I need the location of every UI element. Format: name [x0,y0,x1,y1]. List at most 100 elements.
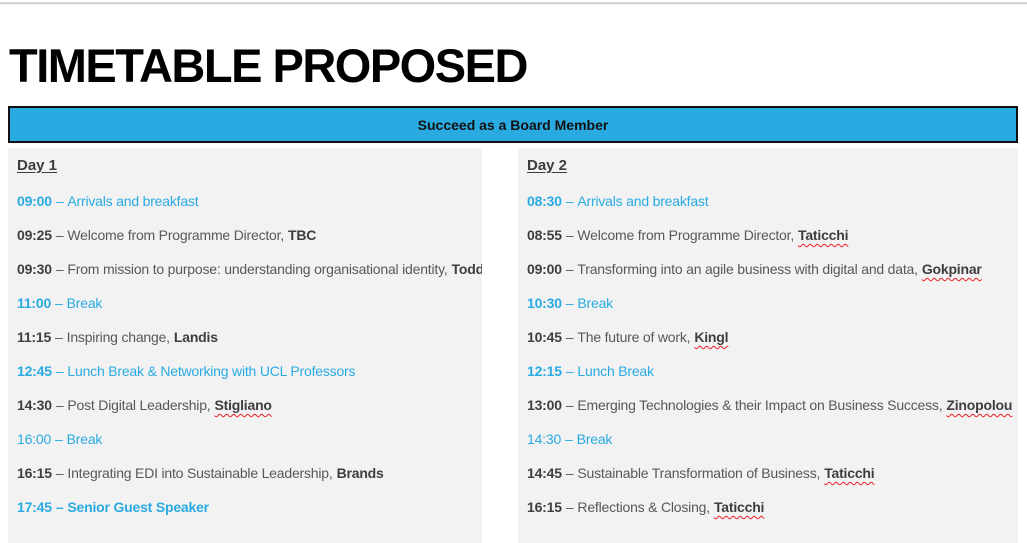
row-description: Arrivals and breakfast [577,193,709,209]
row-description: Arrivals and breakfast [67,193,199,209]
schedule-row: 14:45– Sustainable Transformation of Busi… [527,466,1008,481]
row-time: 13:00 [527,397,562,413]
row-separator: – [55,295,63,311]
schedule-row: 08:30– Arrivals and breakfast [527,194,1008,209]
row-speaker-name: Stigliano [214,397,272,413]
row-speaker-name: Gokpinar [921,261,982,277]
row-separator: – [565,227,574,243]
row-time: 09:00 [527,261,562,277]
row-time: 10:45 [527,329,562,345]
row-separator: – [55,397,64,413]
schedule-row: 11:15– Inspiring change, Landis [17,330,472,345]
row-time: 14:45 [527,465,562,481]
row-separator: – [55,363,64,379]
row-time: 08:55 [527,227,562,243]
row-separator: – [565,261,574,277]
row-separator: – [55,329,63,345]
row-description: From mission to purpose: understanding o… [67,261,448,277]
day-column-1: Day 1 09:00– Arrivals and breakfast 09:25… [8,148,482,543]
row-time: 10:30 [527,295,562,311]
row-time: 12:45 [17,363,52,379]
row-time: 14:30 [17,397,52,413]
row-separator: – [565,465,574,481]
row-description: Integrating EDI into Sustainable Leaders… [67,465,333,481]
row-time: 09:25 [17,227,52,243]
schedule-row: 12:15– Lunch Break [527,364,1008,379]
row-description: Emerging Technologies & their Impact on … [577,397,943,413]
row-description: Welcome from Programme Director, [577,227,795,243]
row-description: The future of work, [577,329,691,345]
row-description: Senior Guest Speaker [67,499,209,515]
row-separator: – [565,363,574,379]
schedule-list: 09:00– Arrivals and breakfast 09:25– Welco… [17,194,482,515]
schedule-row: 14:30– Break [527,432,1008,447]
row-time: 16:15 [17,465,52,481]
row-description: Transforming into an agile business with… [577,261,918,277]
row-separator: – [565,329,574,345]
row-time: 09:30 [17,261,52,277]
schedule-row: 08:55– Welcome from Programme Director, Ta… [527,228,1008,243]
row-separator: – [55,465,64,481]
row-separator: – [55,431,63,447]
row-speaker-name: TBC [288,227,317,243]
schedule-row: 12:45– Lunch Break & Networking with UCL … [17,364,472,379]
top-divider [0,2,1027,5]
day-column-2: Day 2 08:30– Arrivals and breakfast 08:55… [518,148,1018,543]
row-time: 11:00 [17,295,52,311]
row-speaker-name: Taticchi [798,227,849,243]
row-description: Lunch Break [577,363,654,379]
row-time: 11:15 [17,329,52,345]
row-speaker-name: Zinopolou [946,397,1013,413]
row-description: Post Digital Leadership, [67,397,211,413]
row-speaker-name: Taticchi [824,465,875,481]
schedule-row: 16:00– Break [17,432,472,447]
schedule-row: 13:00– Emerging Technologies & their Impa… [527,397,1012,413]
row-separator: – [55,227,64,243]
row-time: 08:30 [527,193,562,209]
schedule-row: 10:45– The future of work, Kingl [527,330,1008,345]
timetable-columns: Day 1 09:00– Arrivals and breakfast 09:25… [8,148,1018,543]
row-description: Break [577,295,613,311]
row-separator: – [55,261,64,277]
page-title: TIMETABLE PROPOSED [9,39,528,92]
row-speaker-name: Landis [173,329,218,345]
row-speaker-name: Kingl [694,329,729,345]
row-separator: – [565,431,573,447]
row-description: Reflections & Closing, [577,499,710,515]
schedule-list: 08:30– Arrivals and breakfast 08:55– Welco… [527,194,1012,515]
row-separator: – [565,295,574,311]
schedule-row: 16:15– Integrating EDI into Sustainable L… [17,466,472,481]
session-banner: Succeed as a Board Member [8,106,1018,143]
row-description: Break [66,431,103,447]
row-time: 17:45 [17,499,52,515]
session-banner-label: Succeed as a Board Member [417,116,609,133]
row-speaker-name: Todd [451,261,482,277]
row-description: Lunch Break & Networking with UCL Profes… [67,363,356,379]
day-header: Day 1 [17,157,58,174]
schedule-row: 11:00– Break [17,296,472,311]
row-description: Inspiring change, [66,329,170,345]
row-description: Welcome from Programme Director, [67,227,285,243]
schedule-row: 09:30– From mission to purpose: understan… [17,261,482,277]
schedule-row: 10:30– Break [527,296,1008,311]
row-speaker-name: Taticchi [713,499,765,515]
row-separator: – [55,499,64,515]
schedule-row: 16:15– Reflections & Closing, Taticchi [527,500,1008,515]
row-description: Break [576,431,613,447]
row-separator: – [55,193,64,209]
row-separator: – [565,193,574,209]
row-speaker-name: Brands [336,465,384,481]
row-separator: – [565,397,574,413]
row-time: 16:15 [527,499,562,515]
row-time: 14:30 [527,431,562,447]
row-separator: – [565,499,574,515]
day-header: Day 2 [527,157,568,174]
schedule-row: 09:00– Transforming into an agile busines… [527,262,1008,277]
schedule-row: 17:45– Senior Guest Speaker [17,500,472,515]
row-description: Sustainable Transformation of Business, [577,465,821,481]
row-time: 12:15 [527,363,562,379]
row-time: 16:00 [17,431,52,447]
row-description: Break [66,295,103,311]
row-time: 09:00 [17,193,52,209]
schedule-row: 09:00– Arrivals and breakfast [17,194,472,209]
